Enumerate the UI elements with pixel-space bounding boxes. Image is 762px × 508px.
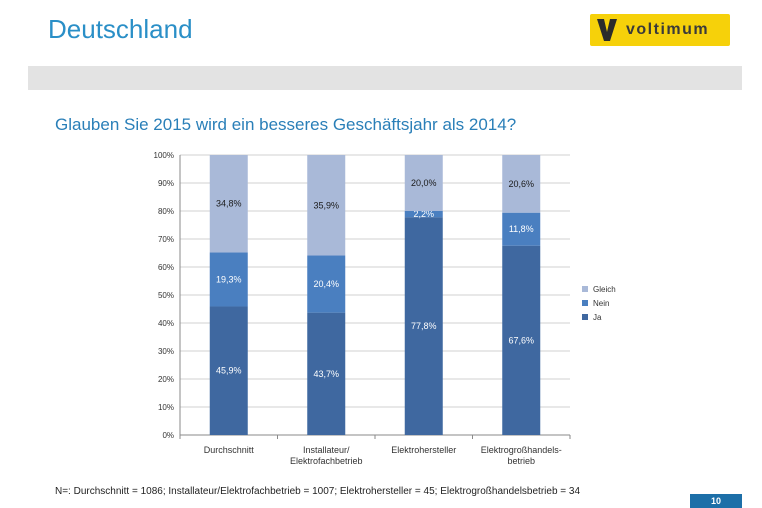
bar-segment-gleich <box>209 155 248 253</box>
bar-segment-gleich <box>307 155 346 256</box>
data-label: 19,3% <box>216 274 242 284</box>
y-tick-label: 80% <box>158 207 174 216</box>
data-label: 20,4% <box>313 279 339 289</box>
data-label: 35,9% <box>313 200 339 210</box>
y-tick-label: 100% <box>154 151 174 160</box>
x-category-label: Installateur/ <box>303 445 350 455</box>
data-label: 77,8% <box>411 321 437 331</box>
y-tick-label: 10% <box>158 403 174 412</box>
chart-question: Glauben Sie 2015 wird ein besseres Gesch… <box>55 115 517 134</box>
bar-segment-ja <box>209 306 248 435</box>
y-tick-label: 30% <box>158 347 174 356</box>
y-tick-label: 70% <box>158 235 174 244</box>
x-category-label: Elektrogroßhandels- <box>481 445 562 455</box>
y-tick-label: 50% <box>158 291 174 300</box>
data-label: 2,2% <box>413 209 434 219</box>
y-tick-label: 90% <box>158 179 174 188</box>
legend-swatch-nein <box>582 300 588 306</box>
data-label: 43,7% <box>313 369 339 379</box>
y-tick-label: 20% <box>158 375 174 384</box>
data-label: 20,0% <box>411 178 437 188</box>
data-label: 67,6% <box>508 335 534 345</box>
bar-segment-gleich <box>502 155 541 213</box>
bar-segment-nein <box>502 212 541 246</box>
data-label: 11,8% <box>509 224 534 234</box>
voltimum-logo: voltimum <box>590 14 730 46</box>
logo-text: voltimum <box>626 21 710 38</box>
bar-segment-ja <box>404 217 443 435</box>
x-category-label: Elektrofachbetrieb <box>290 456 363 466</box>
legend-swatch-gleich <box>582 286 588 292</box>
data-label: 20,6% <box>508 179 534 189</box>
legend-label: Nein <box>593 299 609 308</box>
x-category-label: Durchschnitt <box>204 445 255 455</box>
legend-label: Gleich <box>593 285 616 294</box>
bar-segment-ja <box>307 312 346 435</box>
logo-v-icon <box>597 19 617 41</box>
bar-segment-gleich <box>404 155 443 211</box>
bar-segment-nein <box>404 211 443 218</box>
x-category-label: betrieb <box>507 456 535 466</box>
data-label: 34,8% <box>216 199 242 209</box>
header-band <box>28 66 742 90</box>
sample-size-footnote: N=: Durchschnitt = 1086; Installateur/El… <box>55 486 581 497</box>
bar-segment-ja <box>502 245 541 435</box>
y-tick-label: 0% <box>162 431 174 440</box>
slide-title: Deutschland <box>48 14 193 44</box>
page-number: 10 <box>690 494 742 508</box>
legend-label: Ja <box>593 313 602 322</box>
data-label: 45,9% <box>216 366 242 376</box>
bar-segment-nein <box>307 255 346 313</box>
y-tick-label: 40% <box>158 319 174 328</box>
bar-segment-nein <box>209 252 248 307</box>
y-tick-label: 60% <box>158 263 174 272</box>
x-category-label: Elektrohersteller <box>391 445 456 455</box>
legend-swatch-ja <box>582 314 588 320</box>
